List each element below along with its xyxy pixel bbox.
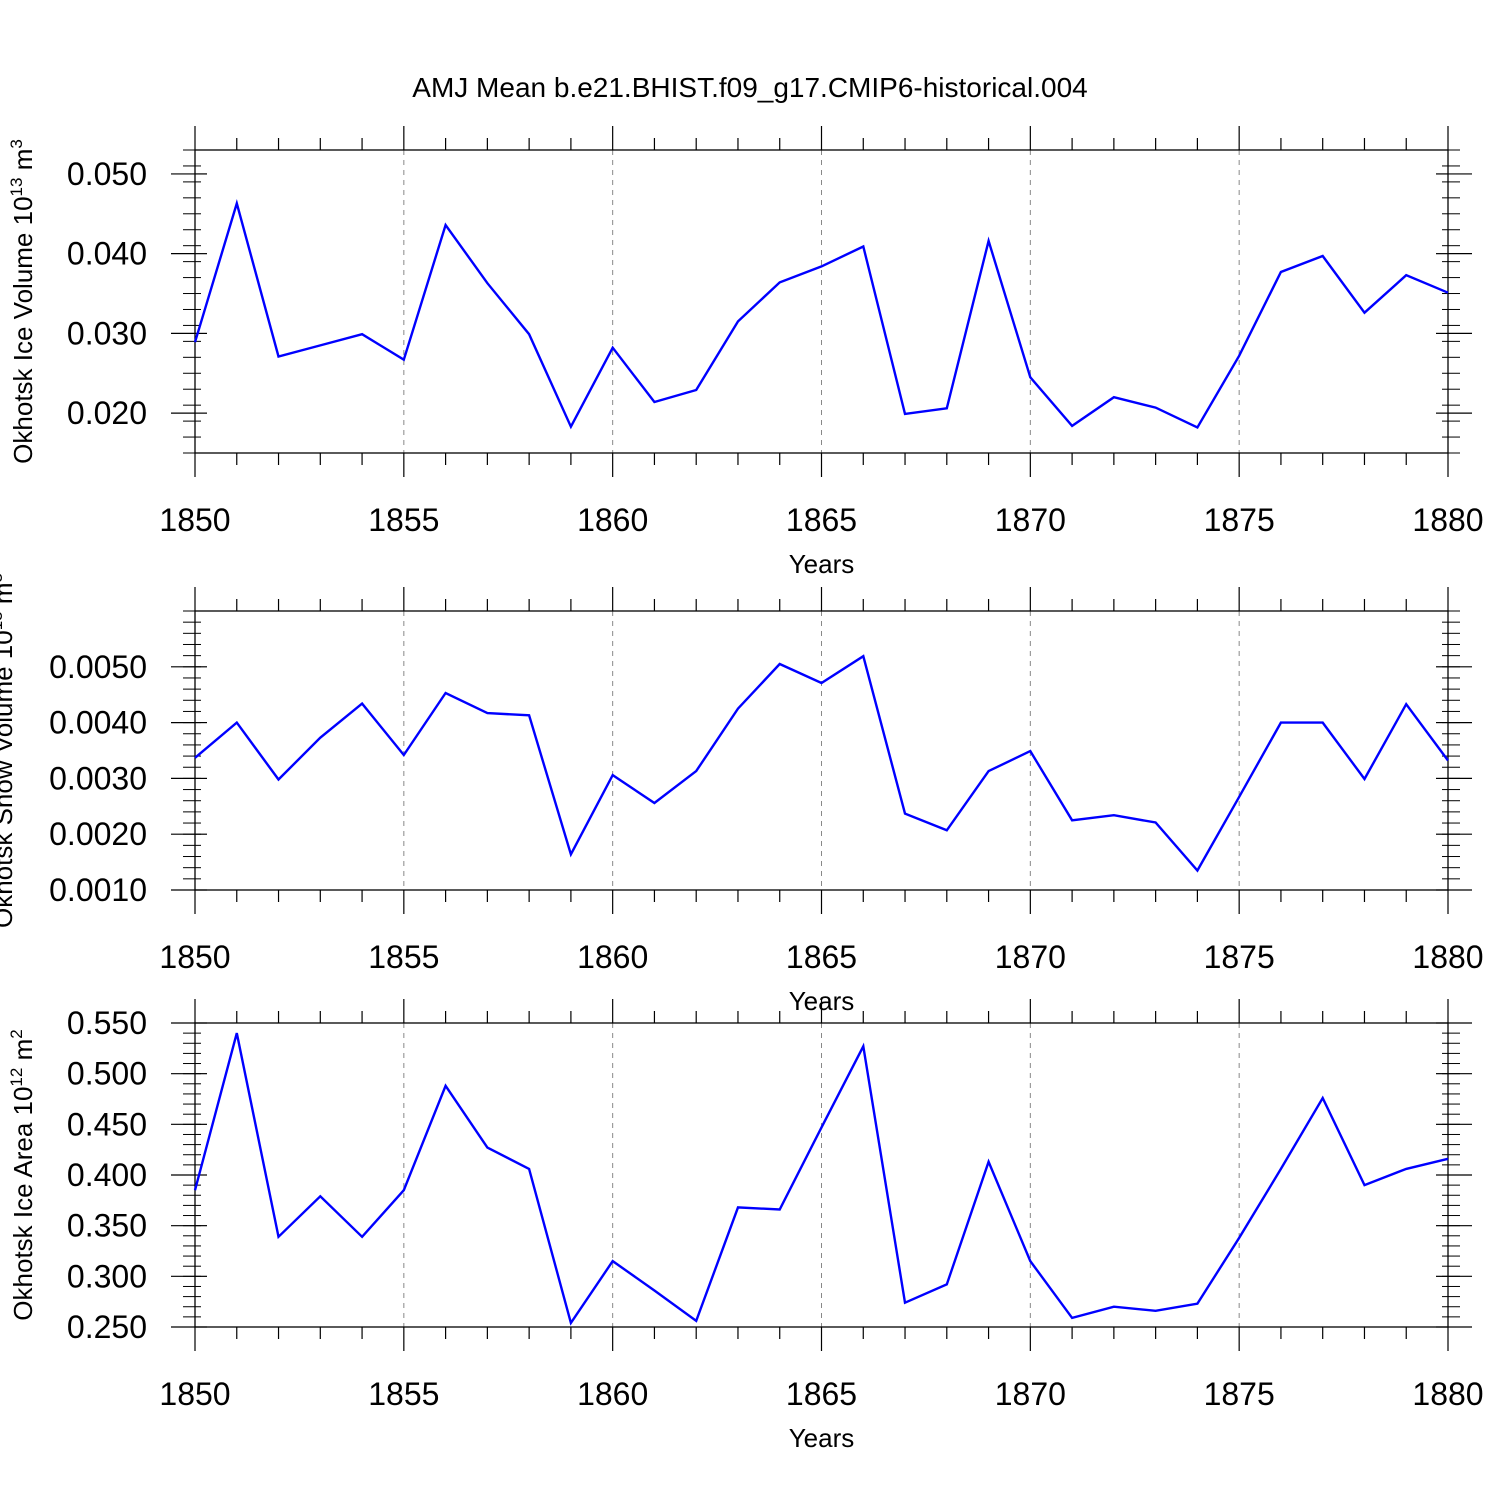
x-tick-label: 1865 [786,939,857,975]
y-tick-label: 0.500 [67,1056,147,1092]
series-line [194,654,1449,873]
x-tick-label: 1850 [159,939,230,975]
figure-title: AMJ Mean b.e21.BHIST.f09_g17.CMIP6-histo… [412,72,1088,103]
series-line [193,199,1449,430]
y-tick-label: 0.0020 [49,816,147,852]
x-tick-label: 1880 [1412,939,1483,975]
x-tick-label: 1855 [368,939,439,975]
y-axis-label: Okhotsk Snow Volume 1013 m3 [0,573,18,928]
plot-frame [194,610,1449,891]
x-tick-label: 1850 [159,1376,230,1412]
x-axis-label: Years [789,1423,855,1453]
y-tick-label: 0.550 [67,1005,147,1041]
panel-2: 0.0010 0.0020 0.0030 0.0040 0.0050 1850 1855 18… [0,573,1484,1016]
y-axis-label: Okhotsk Ice Area 1012 m2 [7,1029,38,1320]
panel-3: 0.250 0.300 0.350 0.400 0.450 0.500 0.550 1850 1… [7,999,1484,1453]
y-tick-label: 0.040 [67,236,147,272]
series-line [193,1032,1449,1326]
x-tick-label: 1880 [1412,1376,1483,1412]
x-tick-label: 1855 [368,1376,439,1412]
x-tick-label: 1870 [995,1376,1066,1412]
x-tick-label: 1875 [1204,502,1275,538]
x-tick-label: 1880 [1412,502,1483,538]
y-tick-label: 0.0040 [49,705,147,741]
x-tick-label: 1860 [577,502,648,538]
plot-frame [194,149,1449,454]
plot-frame [194,1022,1449,1328]
x-tick-label: 1875 [1204,939,1275,975]
x-axis-label: Years [789,549,855,579]
x-tick-label: 1870 [995,502,1066,538]
y-tick-label: 0.0030 [49,760,147,796]
y-tick-label: 0.450 [67,1106,147,1142]
x-tick-label: 1860 [577,939,648,975]
y-tick-label: 0.050 [67,156,147,192]
y-tick-label: 0.350 [67,1208,147,1244]
x-tick-label: 1860 [577,1376,648,1412]
panel-1: 0.020 0.030 0.040 0.050 1850 1855 1860 1865 1870… [7,126,1484,579]
x-tick-label: 1855 [368,502,439,538]
y-tick-label: 0.030 [67,315,147,351]
y-tick-label: 0.250 [67,1309,147,1345]
y-tick-label: 0.0010 [49,872,147,908]
y-axis-label: Okhotsk Ice Volume 1013 m3 [7,139,38,464]
y-tick-label: 0.400 [67,1157,147,1193]
y-tick-label: 0.020 [67,395,147,431]
x-tick-label: 1875 [1204,1376,1275,1412]
x-tick-label: 1865 [786,502,857,538]
x-tick-label: 1870 [995,939,1066,975]
y-tick-label: 0.300 [67,1258,147,1294]
x-tick-label: 1865 [786,1376,857,1412]
y-tick-label: 0.0050 [49,649,147,685]
x-tick-label: 1850 [159,502,230,538]
